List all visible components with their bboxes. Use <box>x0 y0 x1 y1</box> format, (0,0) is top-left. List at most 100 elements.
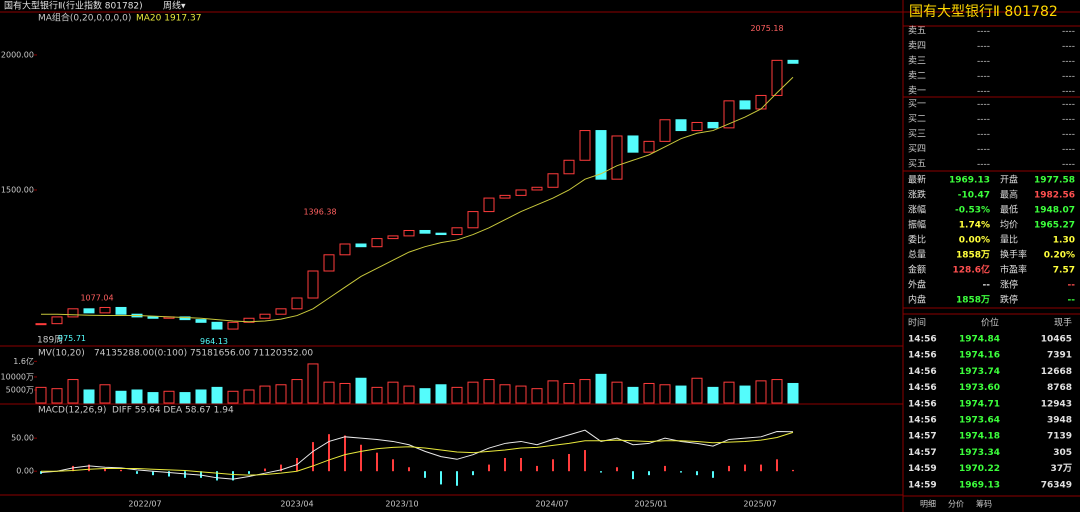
candle <box>547 173 559 188</box>
trade-cell: 14:56 <box>908 351 937 361</box>
trade-cell: 7391 <box>1047 351 1072 361</box>
volume-bar <box>755 380 767 404</box>
stat-value: 1858万 <box>956 295 990 306</box>
volume-bar <box>275 384 287 404</box>
candle <box>35 323 47 326</box>
volume-bar <box>787 382 799 404</box>
macd-stats: DIFF 59.64 DEA 58.67 1.94 <box>112 406 234 416</box>
volume-bar <box>675 385 687 404</box>
candle <box>659 119 671 142</box>
volume-bar <box>579 379 591 404</box>
stat-label: 总量 <box>908 249 926 261</box>
trade-cell: 14:59 <box>908 464 937 474</box>
book-volume: ---- <box>1062 42 1075 52</box>
trade-cell: 14:57 <box>908 432 937 442</box>
volume-bar <box>211 386 223 404</box>
candle <box>451 227 463 236</box>
vol-legend: MV(10,20) <box>38 349 85 359</box>
trade-cell: 12668 <box>1041 367 1072 377</box>
book-level: 买一 <box>908 99 926 110</box>
stat-label: 跌停 <box>1000 294 1018 306</box>
trade-cell: 37万 <box>1050 463 1072 474</box>
volume-bar <box>435 384 447 404</box>
candle <box>371 238 383 248</box>
trade-header: 时间 <box>908 317 926 329</box>
trade-cell: 1974.71 <box>959 399 1000 409</box>
volume-bar <box>259 385 271 404</box>
trade-cell: 14:59 <box>908 480 937 490</box>
stat-value: -- <box>983 281 991 291</box>
candle <box>739 100 751 110</box>
trade-cell: 14:56 <box>908 335 937 345</box>
tab[interactable]: 明细 <box>920 499 936 509</box>
volume-bar <box>307 363 319 404</box>
candle <box>675 119 687 132</box>
trade-cell: 1973.60 <box>959 383 1000 393</box>
volume-bar <box>483 379 495 404</box>
y-tick-label: 10000万 <box>1 372 34 381</box>
book-price: ---- <box>977 27 990 37</box>
book-price: ---- <box>977 160 990 170</box>
trade-header: 现手 <box>1054 317 1072 329</box>
period-selector[interactable]: 周线▾ <box>163 0 186 12</box>
tab[interactable]: 分价 <box>948 500 964 509</box>
candle <box>195 319 207 323</box>
candle <box>771 59 783 96</box>
stat-label: 市盈率 <box>1000 264 1027 276</box>
stat-label: 开盘 <box>1000 174 1018 186</box>
book-volume: ---- <box>1062 57 1075 67</box>
book-price: ---- <box>977 72 990 82</box>
candle <box>275 308 287 315</box>
price-annotation: 1396.38 <box>303 207 336 216</box>
volume-bar <box>547 380 559 404</box>
stat-value: 1982.56 <box>1034 191 1075 201</box>
volume-bar <box>739 385 751 404</box>
stat-value: 1.74% <box>959 221 990 231</box>
candle <box>563 159 575 175</box>
volume-bar <box>515 385 527 404</box>
trade-cell: 305 <box>1053 448 1072 458</box>
stat-label: 最高 <box>1000 189 1018 201</box>
stat-value: 1948.07 <box>1034 206 1075 216</box>
stat-label: 最新 <box>908 174 926 186</box>
volume-bar <box>131 389 143 404</box>
candle <box>787 59 799 64</box>
volume-bar <box>723 381 735 404</box>
volume-bar <box>99 384 111 404</box>
candle <box>611 135 623 180</box>
candle <box>99 306 111 314</box>
volume-bar <box>323 381 335 404</box>
count-label: 189周 <box>37 335 63 346</box>
trade-cell: 1973.74 <box>959 367 1000 377</box>
book-price: ---- <box>977 130 990 140</box>
trade-cell: 14:56 <box>908 416 937 426</box>
volume-bar <box>563 382 575 404</box>
volume-bar <box>595 373 607 404</box>
candle <box>227 321 239 330</box>
diff-line <box>40 429 794 480</box>
trade-cell: 14:57 <box>908 448 937 458</box>
book-level: 卖二 <box>908 71 926 82</box>
trade-cell: 1974.18 <box>959 432 1000 442</box>
volume-bar <box>339 382 351 404</box>
trade-cell: 76349 <box>1041 480 1072 490</box>
candle <box>627 135 639 153</box>
stat-label: 涨幅 <box>908 204 926 216</box>
x-tick-label: 2023/04 <box>280 500 313 509</box>
stat-value: 128.6亿 <box>953 264 990 276</box>
tab[interactable]: 筹码 <box>976 499 992 509</box>
candle <box>291 297 303 310</box>
trade-cell: 1974.84 <box>959 335 1000 345</box>
candle <box>307 270 319 299</box>
candle <box>323 254 335 272</box>
candle <box>531 186 543 191</box>
candle <box>579 130 591 161</box>
x-tick-label: 2023/10 <box>385 500 418 509</box>
trade-cell: 1974.16 <box>959 351 1000 361</box>
volume-bar <box>451 386 463 404</box>
stat-value: 1965.27 <box>1034 221 1075 231</box>
stat-label: 量比 <box>1000 234 1018 246</box>
candle <box>643 140 655 153</box>
book-level: 买四 <box>908 144 926 155</box>
